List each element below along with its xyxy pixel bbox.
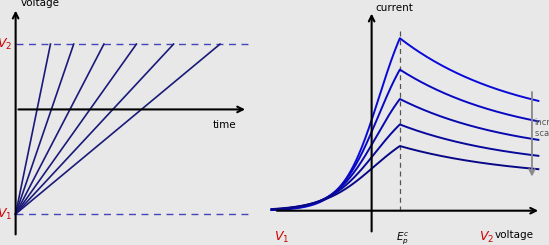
Text: $V_1$: $V_1$	[274, 230, 289, 245]
Text: $V_1$: $V_1$	[0, 207, 12, 221]
Text: $E_p^c$: $E_p^c$	[396, 230, 409, 245]
Text: $V_2$: $V_2$	[0, 37, 12, 52]
Text: time: time	[212, 120, 236, 130]
Text: voltage: voltage	[20, 0, 59, 8]
Text: increasing
scan rate: increasing scan rate	[535, 118, 549, 138]
Text: $V_2$: $V_2$	[479, 230, 495, 245]
Text: current: current	[376, 3, 413, 13]
Text: voltage: voltage	[494, 230, 533, 240]
